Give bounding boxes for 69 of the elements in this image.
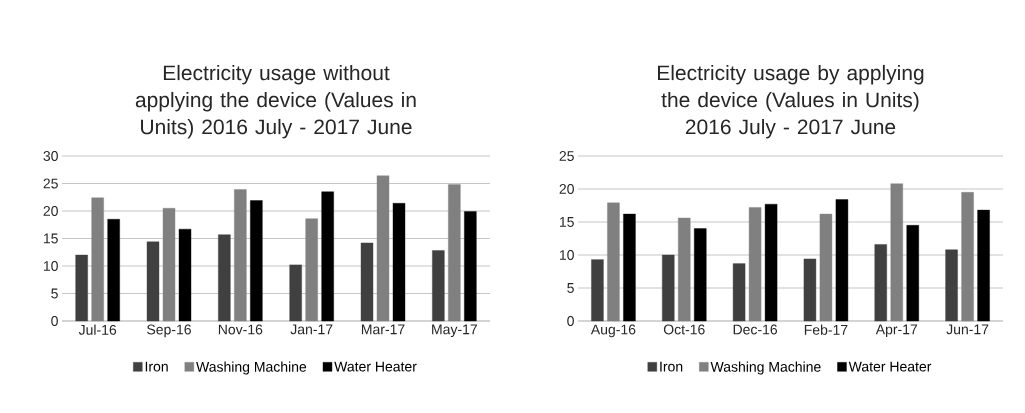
bar: [376, 175, 390, 322]
y-tick-label: 15: [559, 217, 574, 227]
bar: [360, 242, 374, 322]
bar: [874, 244, 887, 322]
x-tick-label: Apr-17: [875, 324, 918, 338]
y-tick-label: 0: [567, 316, 574, 326]
y-tick-label: 15: [43, 233, 58, 244]
bar: [178, 228, 192, 322]
x-tick-label: Jan-17: [290, 324, 333, 335]
x-tick-label: Jun-17: [946, 324, 989, 335]
bar: [732, 263, 746, 322]
bar: [945, 249, 958, 322]
bar: [162, 208, 176, 322]
x-tick-label: Aug-16: [590, 324, 636, 338]
bar: [289, 264, 302, 322]
y-tick-label: 25: [559, 151, 574, 161]
bar: [819, 213, 833, 322]
y-tick-label: 5: [51, 288, 58, 299]
bar: [764, 203, 778, 322]
bar: [91, 197, 104, 322]
y-tick-label: 25: [43, 178, 58, 189]
y-tick-label: 30: [43, 151, 58, 161]
y-tick-label: 10: [559, 250, 574, 260]
bar: [678, 217, 691, 322]
x-tick-label: Dec-16: [733, 324, 778, 335]
x-tick-label: Jul-16: [78, 324, 117, 335]
bar: [432, 250, 445, 322]
chart-title: Electricity usage without applying the device (Values in Units) 2016 July - 2017 June: [135, 64, 416, 139]
bar: [250, 200, 263, 322]
bar: [234, 189, 247, 322]
x-tick-label: Nov-16: [218, 324, 263, 335]
bar: [591, 259, 604, 322]
bar: [107, 219, 120, 322]
bar: [748, 207, 762, 322]
bar: [977, 209, 990, 322]
y-tick-label: 5: [567, 283, 574, 293]
x-tick-label: Sep-16: [147, 324, 191, 338]
y-tick-label: 0: [51, 316, 58, 326]
bar: [218, 234, 231, 322]
bar: [607, 202, 620, 322]
bar: [906, 225, 919, 322]
legend-label: Iron: [660, 361, 683, 372]
y-tick-label: 20: [43, 206, 58, 216]
chart-title: Electricity usage by applying the device (Values in Units) 2016 July - 2017 June: [658, 64, 924, 139]
x-tick-label: Feb-17: [804, 324, 848, 335]
bar: [305, 218, 318, 322]
bar: [448, 184, 461, 322]
bar: [890, 183, 903, 322]
bar: [392, 203, 406, 322]
x-tick-label: May-17: [432, 324, 477, 338]
bar: [623, 213, 636, 322]
bar: [835, 199, 849, 322]
legend-label: Washing Machine: [710, 361, 821, 375]
x-tick-label: Mar-17: [361, 324, 405, 335]
x-tick-label: Oct-16: [663, 324, 705, 335]
legend-label: Water Heater: [334, 361, 417, 372]
legend-label: Water Heater: [848, 361, 932, 372]
bar: [146, 241, 160, 322]
bar: [694, 228, 707, 322]
y-tick-label: 20: [559, 184, 574, 194]
bar: [321, 191, 334, 322]
legend-label: Washing Machine: [196, 361, 307, 375]
legend-label: Iron: [145, 361, 168, 372]
bar: [803, 258, 817, 322]
bar: [464, 211, 477, 322]
bar: [662, 254, 675, 322]
y-tick-label: 10: [43, 261, 58, 271]
bar: [961, 192, 974, 322]
bar: [75, 254, 88, 322]
